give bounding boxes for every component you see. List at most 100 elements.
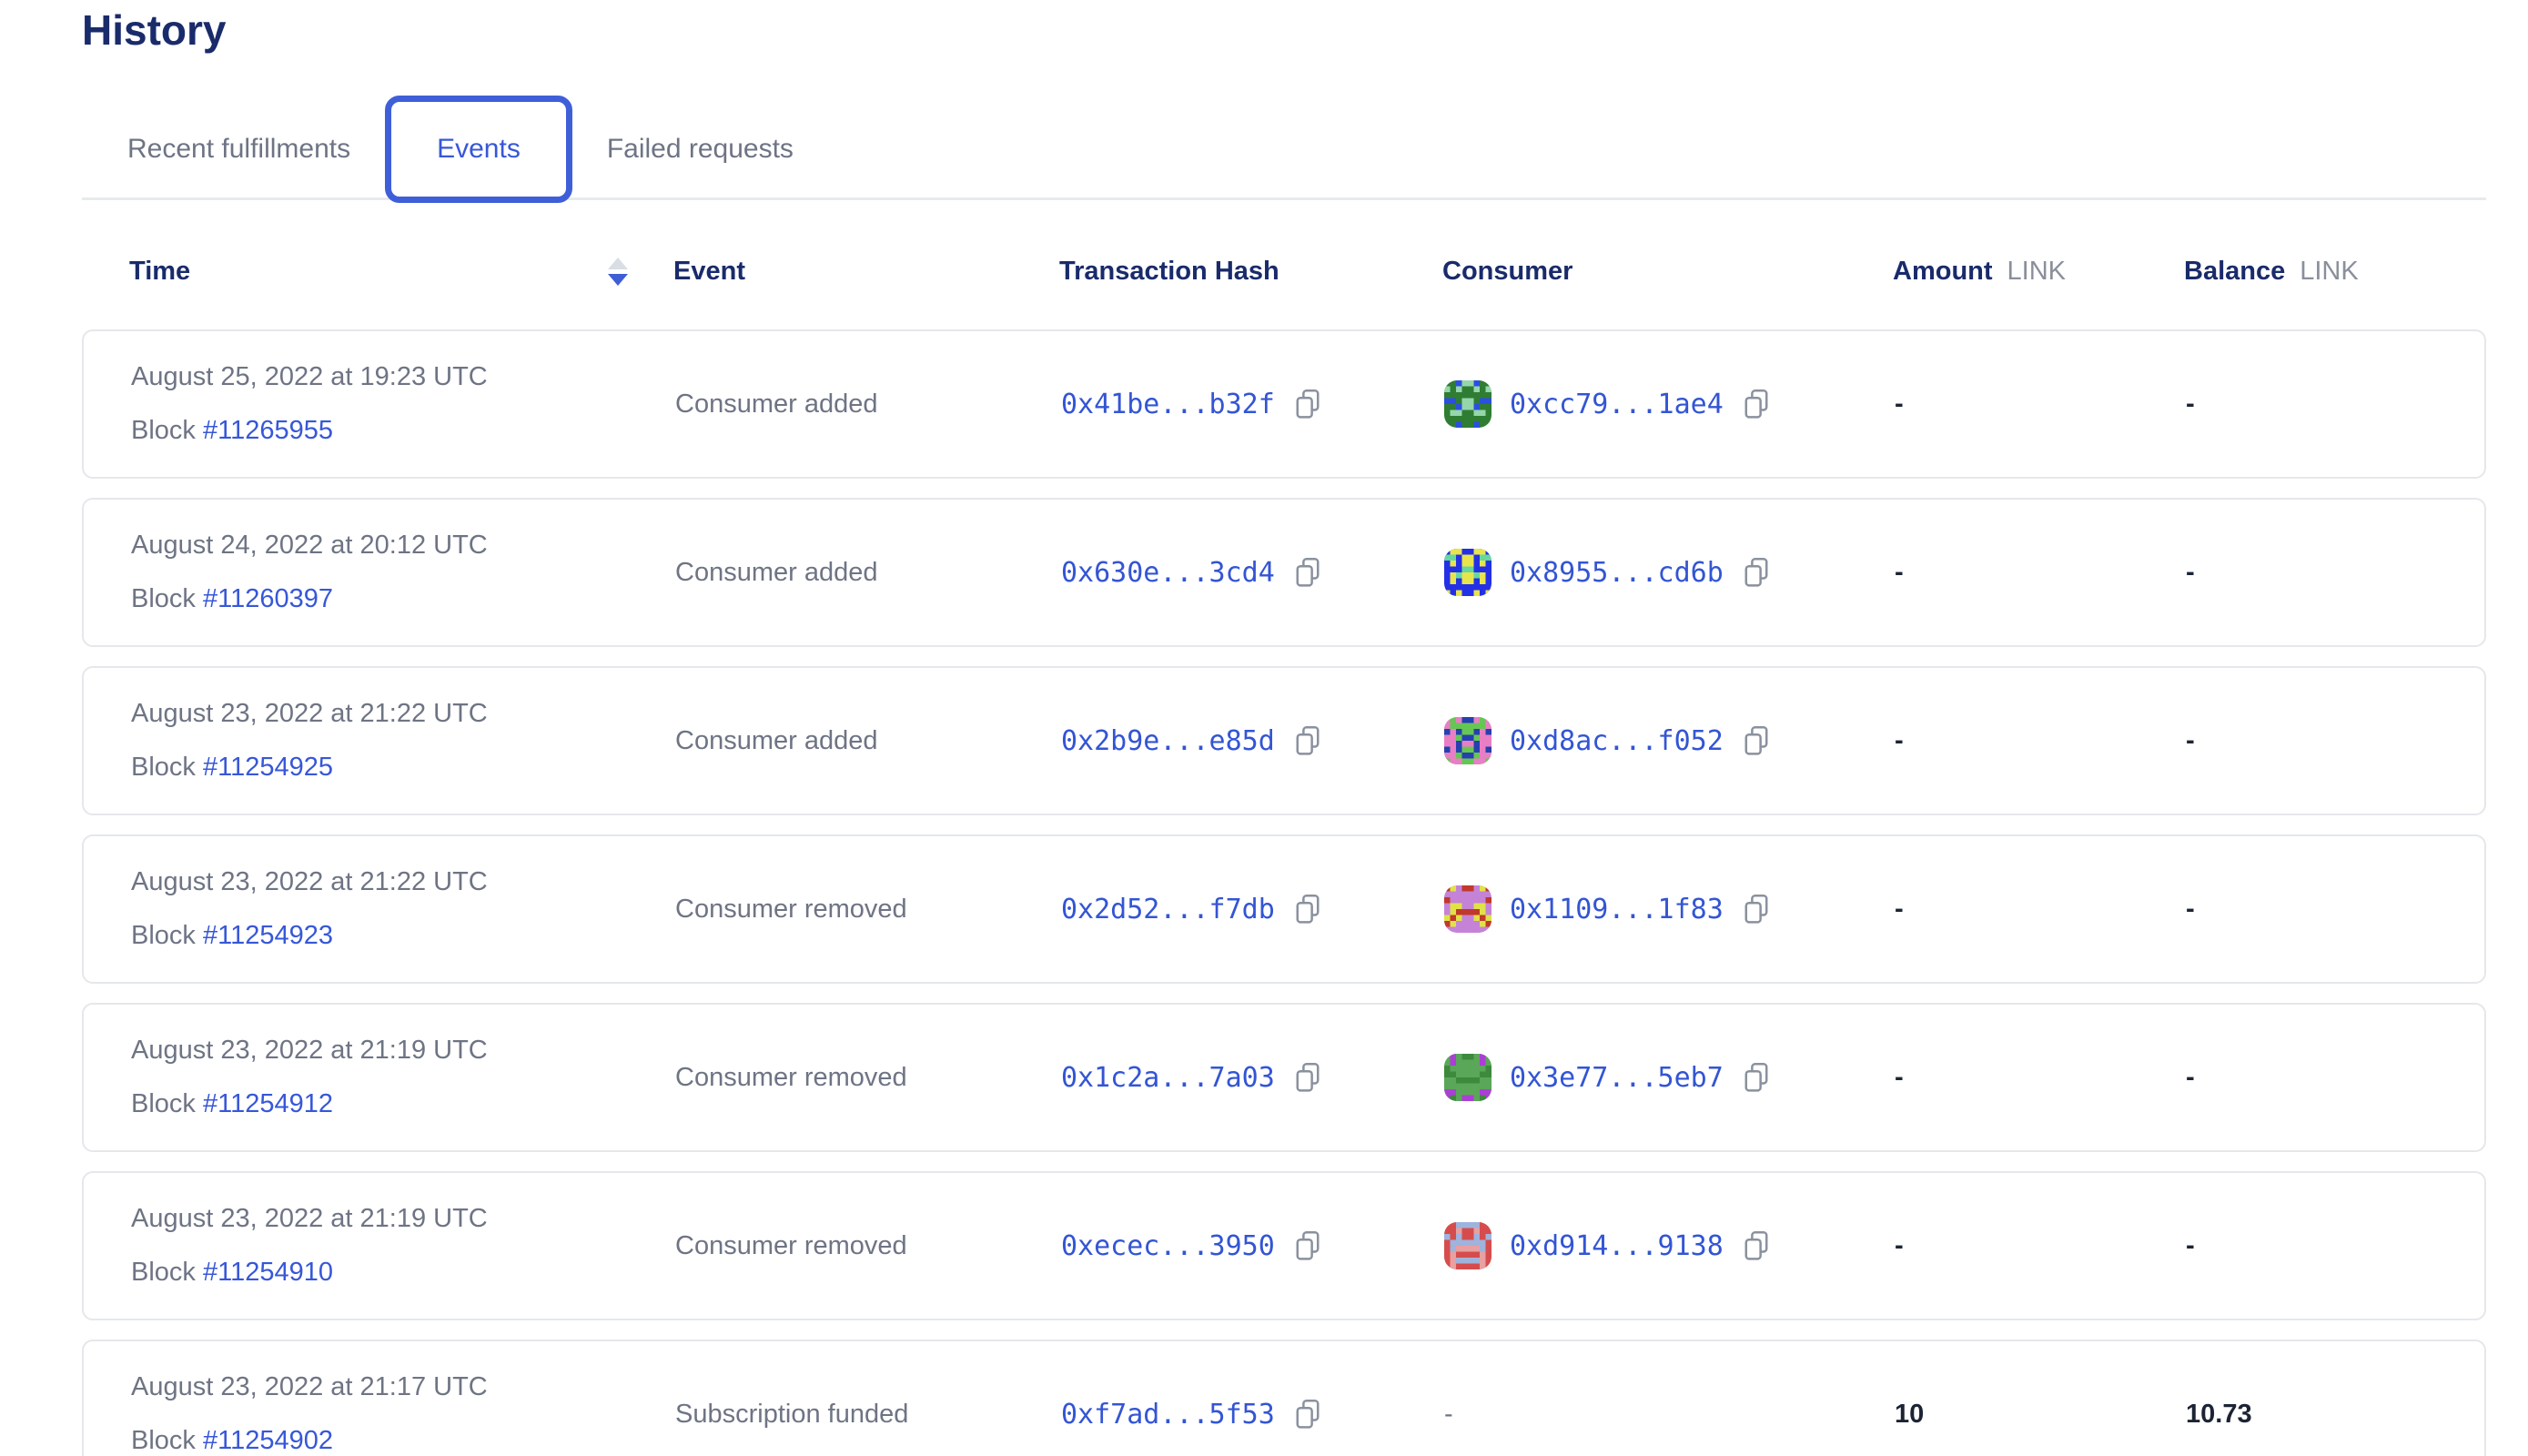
transaction-hash-link[interactable]: 0xecec...3950 [1061, 1229, 1275, 1262]
copy-icon[interactable] [1293, 724, 1322, 758]
copy-icon[interactable] [1293, 1061, 1322, 1095]
balance-value: - [2186, 557, 2195, 587]
transaction-hash-cell: 0xf7ad...5f53 [1061, 1398, 1444, 1431]
column-header-time-label: Time [129, 256, 191, 286]
block-line: Block #11254910 [131, 1258, 675, 1288]
block-label: Block [131, 1426, 196, 1455]
time-cell: August 23, 2022 at 21:19 UTC Block #1125… [131, 1036, 675, 1119]
amount-value: - [1895, 389, 1904, 419]
event-date: August 23, 2022 at 21:17 UTC [131, 1372, 488, 1401]
copy-icon[interactable] [1742, 1229, 1771, 1263]
column-header-consumer: Consumer [1442, 256, 1573, 286]
consumer-identicon [1444, 1054, 1492, 1101]
transaction-hash-link[interactable]: 0x2b9e...e85d [1061, 724, 1275, 757]
block-label: Block [131, 753, 196, 782]
block-label: Block [131, 1258, 196, 1287]
event-type: Consumer added [675, 389, 878, 419]
event-date: August 23, 2022 at 21:22 UTC [131, 699, 488, 728]
block-label: Block [131, 921, 196, 950]
column-header-transaction-hash: Transaction Hash [1059, 256, 1279, 286]
block-number-link[interactable]: #11254902 [202, 1426, 333, 1455]
table-row: August 23, 2022 at 21:19 UTC Block #1125… [82, 1171, 2486, 1320]
block-number-link[interactable]: #11254910 [202, 1258, 333, 1287]
events-table-body: August 25, 2022 at 19:23 UTC Block #1126… [82, 329, 2486, 1456]
sort-desc-icon [608, 273, 628, 286]
amount-value: - [1895, 894, 1904, 924]
consumer-identicon [1444, 717, 1492, 764]
column-header-amount: Amount LINK [1893, 257, 2184, 287]
balance-value: - [2186, 725, 2195, 755]
block-number-link[interactable]: #11260397 [202, 584, 333, 613]
copy-icon[interactable] [1293, 1229, 1322, 1263]
event-type: Consumer added [675, 557, 878, 587]
balance-value: - [2186, 1230, 2195, 1260]
consumer-cell: 0xd8ac...f052 [1444, 717, 1895, 764]
transaction-hash-cell: 0x41be...b32f [1061, 388, 1444, 421]
page-title: History [82, 6, 227, 54]
balance-value: - [2186, 1062, 2195, 1092]
tabs-divider [82, 197, 2486, 200]
time-cell: August 24, 2022 at 20:12 UTC Block #1126… [131, 531, 675, 614]
block-number-link[interactable]: #11254925 [202, 753, 333, 782]
transaction-hash-link[interactable]: 0x41be...b32f [1061, 388, 1275, 420]
consumer-cell: 0x3e77...5eb7 [1444, 1054, 1895, 1101]
transaction-hash-cell: 0x2d52...f7db [1061, 893, 1444, 926]
tab-recent-fulfillments[interactable]: Recent fulfillments [127, 134, 351, 164]
consumer-address-link[interactable]: 0x8955...cd6b [1510, 556, 1724, 589]
time-cell: August 23, 2022 at 21:17 UTC Block #1125… [131, 1372, 675, 1456]
amount-value: - [1895, 725, 1904, 755]
table-row: August 23, 2022 at 21:22 UTC Block #1125… [82, 666, 2486, 815]
consumer-address-link[interactable]: 0x3e77...5eb7 [1510, 1061, 1724, 1094]
tab-events[interactable]: Events [385, 96, 572, 203]
amount-value: - [1895, 557, 1904, 587]
copy-icon[interactable] [1742, 1061, 1771, 1095]
copy-icon[interactable] [1742, 556, 1771, 590]
column-header-amount-label: Amount [1893, 256, 1993, 286]
consumer-empty-dash: - [1444, 1399, 1453, 1429]
transaction-hash-link[interactable]: 0x2d52...f7db [1061, 893, 1275, 925]
block-label: Block [131, 416, 196, 445]
copy-icon[interactable] [1293, 893, 1322, 926]
amount-value: 10 [1895, 1399, 1925, 1429]
transaction-hash-cell: 0xecec...3950 [1061, 1229, 1444, 1263]
transaction-hash-link[interactable]: 0x1c2a...7a03 [1061, 1061, 1275, 1094]
time-cell: August 23, 2022 at 21:22 UTC Block #1125… [131, 699, 675, 783]
table-row: August 24, 2022 at 20:12 UTC Block #1126… [82, 498, 2486, 647]
tab-failed-requests[interactable]: Failed requests [606, 134, 794, 164]
block-line: Block #11254923 [131, 921, 675, 951]
sort-arrows-icon[interactable] [608, 257, 628, 286]
block-number-link[interactable]: #11254923 [202, 921, 333, 950]
consumer-address-link[interactable]: 0xd914...9138 [1510, 1229, 1724, 1262]
event-date: August 23, 2022 at 21:19 UTC [131, 1036, 488, 1065]
table-row: August 25, 2022 at 19:23 UTC Block #1126… [82, 329, 2486, 479]
copy-icon[interactable] [1742, 893, 1771, 926]
event-type: Consumer added [675, 725, 878, 755]
time-cell: August 23, 2022 at 21:22 UTC Block #1125… [131, 867, 675, 951]
column-header-time: Time [129, 257, 673, 287]
consumer-address-link[interactable]: 0x1109...1f83 [1510, 893, 1724, 925]
consumer-cell: - - [1444, 1400, 1895, 1430]
block-line: Block #11260397 [131, 584, 675, 614]
consumer-cell: 0xd914...9138 [1444, 1222, 1895, 1269]
transaction-hash-link[interactable]: 0xf7ad...5f53 [1061, 1398, 1275, 1431]
consumer-cell: 0x8955...cd6b [1444, 549, 1895, 596]
copy-icon[interactable] [1293, 388, 1322, 421]
event-type: Subscription funded [675, 1399, 909, 1429]
column-header-balance-label: Balance [2184, 256, 2286, 286]
copy-icon[interactable] [1742, 388, 1771, 421]
balance-value: - [2186, 894, 2195, 924]
block-number-link[interactable]: #11254912 [202, 1089, 333, 1118]
copy-icon[interactable] [1293, 1398, 1322, 1431]
block-number-link[interactable]: #11265955 [202, 416, 333, 445]
consumer-address-link[interactable]: 0xd8ac...f052 [1510, 724, 1724, 757]
transaction-hash-link[interactable]: 0x630e...3cd4 [1061, 556, 1275, 589]
consumer-address-link[interactable]: 0xcc79...1ae4 [1510, 388, 1724, 420]
copy-icon[interactable] [1742, 724, 1771, 758]
copy-icon[interactable] [1293, 556, 1322, 590]
amount-value: - [1895, 1230, 1904, 1260]
block-label: Block [131, 584, 196, 613]
table-row: August 23, 2022 at 21:22 UTC Block #1125… [82, 834, 2486, 984]
time-cell: August 23, 2022 at 21:19 UTC Block #1125… [131, 1204, 675, 1288]
event-date: August 24, 2022 at 20:12 UTC [131, 531, 488, 560]
